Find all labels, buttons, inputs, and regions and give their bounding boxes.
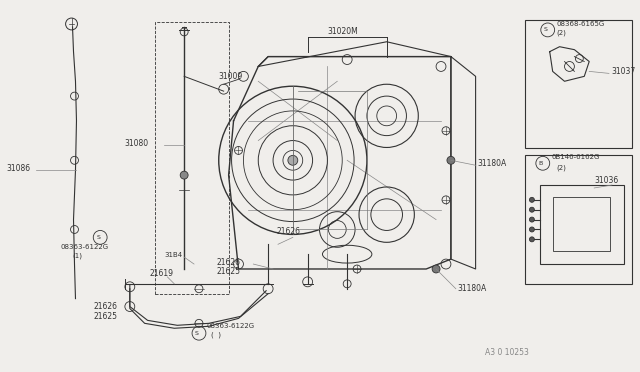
Text: 21626: 21626 — [93, 302, 117, 311]
Text: 08368-6165G: 08368-6165G — [557, 21, 605, 27]
Text: 31037: 31037 — [611, 67, 635, 76]
Circle shape — [529, 207, 534, 212]
Bar — [525, 155, 632, 284]
Text: 31020M: 31020M — [328, 28, 358, 36]
Circle shape — [529, 198, 534, 202]
Text: S: S — [96, 235, 100, 240]
Text: 31180A: 31180A — [458, 284, 487, 293]
Text: 31080: 31080 — [125, 139, 149, 148]
Text: (2): (2) — [557, 165, 566, 171]
Circle shape — [529, 237, 534, 242]
Text: 31180A: 31180A — [477, 159, 507, 168]
Bar — [154, 22, 228, 294]
Text: 21625: 21625 — [217, 267, 241, 276]
Circle shape — [529, 217, 534, 222]
Circle shape — [529, 227, 534, 232]
Text: (1): (1) — [72, 253, 83, 259]
Text: A3 0 10253: A3 0 10253 — [486, 349, 529, 357]
Text: (2): (2) — [557, 30, 566, 36]
Text: S: S — [195, 331, 199, 336]
Text: 21625: 21625 — [93, 312, 117, 321]
Text: 31B4: 31B4 — [164, 252, 182, 258]
Text: S: S — [544, 28, 548, 32]
Text: 31086: 31086 — [6, 164, 31, 173]
Text: 08363-6122G: 08363-6122G — [61, 244, 109, 250]
Text: 08363-6122G: 08363-6122G — [207, 323, 255, 329]
Text: 21626: 21626 — [217, 257, 241, 267]
Circle shape — [180, 171, 188, 179]
Circle shape — [288, 155, 298, 165]
Bar — [525, 20, 632, 148]
Text: 21619: 21619 — [150, 269, 173, 278]
Text: B: B — [539, 161, 543, 166]
Text: 31036: 31036 — [594, 176, 618, 185]
Bar — [540, 185, 624, 264]
Circle shape — [447, 156, 455, 164]
Text: 31009: 31009 — [219, 72, 243, 81]
Circle shape — [432, 265, 440, 273]
Text: 21626: 21626 — [276, 227, 300, 236]
Text: 0B146-6162G: 0B146-6162G — [552, 154, 600, 160]
Text: (  ): ( ) — [211, 332, 221, 339]
Bar — [553, 197, 610, 251]
